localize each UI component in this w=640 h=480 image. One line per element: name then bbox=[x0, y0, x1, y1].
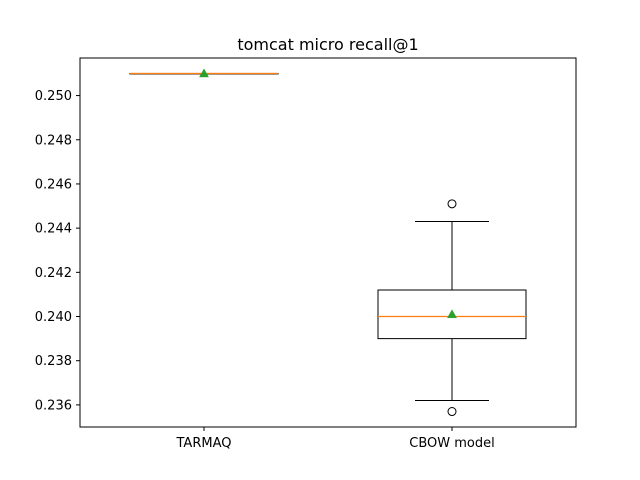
y-tick-label: 0.248 bbox=[35, 133, 72, 148]
outlier-point bbox=[447, 199, 457, 209]
y-tick-label: 0.242 bbox=[35, 266, 72, 281]
y-tick-label: 0.236 bbox=[35, 398, 72, 413]
mean-marker bbox=[199, 68, 209, 78]
x-tick-label: CBOW model bbox=[409, 436, 494, 451]
y-tick-label: 0.250 bbox=[35, 89, 72, 104]
y-tick-label: 0.246 bbox=[35, 177, 72, 192]
y-tick-label: 0.244 bbox=[35, 222, 72, 237]
x-tick-label: TARMAQ bbox=[176, 436, 232, 451]
mean-marker bbox=[447, 309, 457, 319]
iqr-box bbox=[377, 289, 527, 340]
plot-area: 0.236 0.238 0.240 0.242 0.244 0.246 0.248 0.250… bbox=[35, 68, 527, 451]
axes-frame bbox=[79, 57, 577, 428]
outlier-point bbox=[447, 407, 457, 417]
y-tick-label: 0.238 bbox=[35, 354, 72, 369]
y-tick-label: 0.240 bbox=[35, 310, 72, 325]
chart-title: tomcat micro recall@1 bbox=[237, 35, 418, 54]
